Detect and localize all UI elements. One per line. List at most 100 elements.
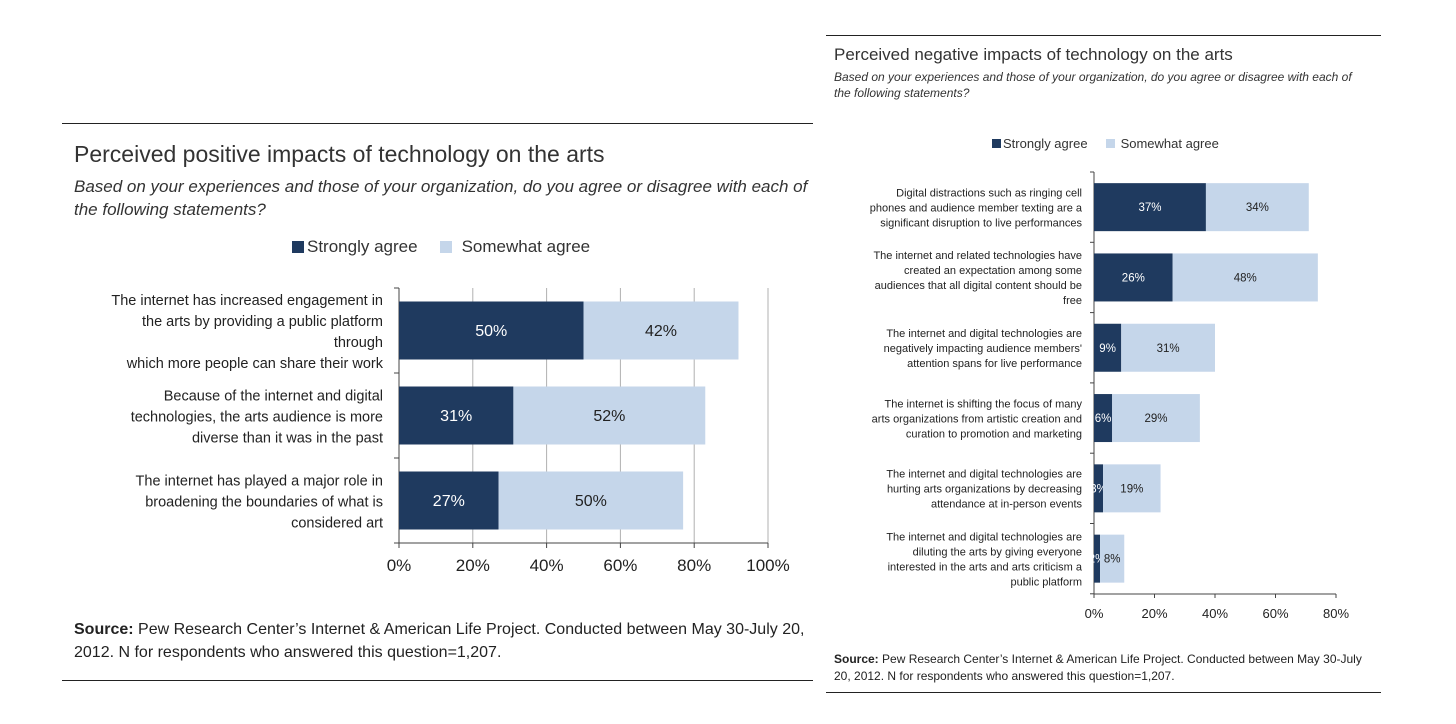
category-label-line: The internet and digital technologies ar… bbox=[886, 469, 1082, 481]
top-rule bbox=[62, 123, 813, 124]
chart-legend: Strongly agree Somewhat agree bbox=[992, 136, 1219, 151]
category-label: The internet has increased engagement in… bbox=[111, 293, 383, 372]
legend-swatch-strongly bbox=[292, 241, 304, 253]
bar-strongly-agree bbox=[1094, 183, 1206, 232]
category-label-line: hurting arts organizations by decreasing bbox=[887, 484, 1082, 496]
data-label-somewhat: 42% bbox=[645, 323, 677, 340]
source-label: Source: bbox=[74, 621, 134, 638]
category-label-line: broadening the boundaries of what is bbox=[145, 494, 383, 510]
chart-legend: Strongly agree Somewhat agree bbox=[292, 237, 590, 257]
category-label-line: diverse than it was in the past bbox=[192, 430, 383, 446]
category-label-line: Because of the internet and digital bbox=[164, 388, 383, 404]
x-tick-label: 20% bbox=[456, 556, 490, 575]
legend-swatch-somewhat bbox=[1105, 139, 1115, 148]
bar-somewhat-agree bbox=[1103, 464, 1161, 513]
category-label: The internet and digital technologies ar… bbox=[886, 469, 1082, 511]
category-label-line: diluting the arts by giving everyone bbox=[913, 546, 1082, 558]
category-label-line: through bbox=[334, 335, 383, 351]
bar-somewhat-agree bbox=[513, 386, 706, 445]
data-label-somewhat: 50% bbox=[575, 493, 607, 510]
legend-label-strongly: Strongly agree bbox=[307, 237, 418, 256]
data-label-somewhat: 19% bbox=[1120, 483, 1143, 495]
data-label-strongly: 37% bbox=[1138, 202, 1161, 214]
category-label-line: which more people can share their work bbox=[126, 356, 384, 372]
x-tick-label: 60% bbox=[1262, 606, 1288, 621]
source-text: Pew Research Center’s Internet & America… bbox=[74, 621, 805, 661]
category-label-line: attendance at in-person events bbox=[931, 499, 1083, 511]
source-note: Source: Pew Research Center’s Internet &… bbox=[834, 651, 1379, 685]
data-label-strongly: 3% bbox=[1090, 483, 1107, 495]
x-tick-label: 20% bbox=[1141, 606, 1167, 621]
category-label-line: phones and audience member texting are a bbox=[870, 202, 1083, 214]
x-tick-label: 80% bbox=[677, 556, 711, 575]
data-label-strongly: 6% bbox=[1095, 413, 1112, 425]
bottom-rule bbox=[62, 680, 813, 681]
source-note: Source: Pew Research Center’s Internet &… bbox=[74, 618, 819, 664]
bar-somewhat-agree bbox=[1121, 323, 1215, 372]
category-label-line: Digital distractions such as ringing cel… bbox=[896, 187, 1082, 199]
bar-somewhat-agree bbox=[1205, 183, 1309, 232]
legend-swatch-strongly bbox=[992, 139, 1001, 148]
data-label-somewhat: 29% bbox=[1144, 413, 1167, 425]
bottom-rule bbox=[826, 692, 1381, 693]
data-label-somewhat: 8% bbox=[1104, 554, 1121, 566]
category-label-line: The internet has increased engagement in bbox=[111, 293, 383, 309]
category-label: The internet and digital technologies ar… bbox=[886, 531, 1083, 588]
category-label: The internet and related technologies ha… bbox=[873, 250, 1082, 307]
positive-impacts-bar-chart: 0% 20% 40% 60% 80% 100% 50% 42% The internet has… bbox=[111, 287, 790, 575]
bar-strongly-agree bbox=[1094, 394, 1113, 443]
category-label: Because of the internet and digital techn… bbox=[131, 388, 383, 446]
category-label-line: attention spans for live performance bbox=[907, 358, 1082, 370]
category-label-line: the arts by providing a public platform bbox=[142, 314, 383, 330]
data-label-somewhat: 31% bbox=[1157, 343, 1180, 355]
data-label-strongly: 31% bbox=[440, 408, 472, 425]
category-label-line: audiences that all digital content shoul… bbox=[875, 280, 1082, 292]
x-tick-label: 80% bbox=[1323, 606, 1349, 621]
category-label-line: The internet and digital technologies ar… bbox=[886, 328, 1082, 340]
legend-label-strongly: Strongly agree bbox=[1003, 136, 1088, 151]
negative-impacts-chart-panel: Perceived negative impacts of technology… bbox=[820, 0, 1456, 724]
positive-impacts-chart-panel: Perceived positive impacts of technology… bbox=[62, 123, 819, 681]
x-tick-label: 40% bbox=[530, 556, 564, 575]
category-label-line: arts organizations from artistic creatio… bbox=[872, 413, 1082, 425]
x-tick-label: 100% bbox=[746, 556, 789, 575]
negative-impacts-bar-chart: 0% 20% 40% 60% 80% 37% 34% Digital distractions… bbox=[870, 171, 1349, 621]
chart-subtitle: Based on your experiences and those of y… bbox=[74, 177, 808, 219]
x-tick-label: 0% bbox=[1085, 606, 1104, 621]
category-label-line: free bbox=[1063, 295, 1082, 307]
bar-somewhat-agree bbox=[583, 301, 739, 360]
x-tick-label: 0% bbox=[387, 556, 412, 575]
data-label-strongly: 50% bbox=[475, 323, 507, 340]
category-label-line: public platform bbox=[1010, 576, 1082, 588]
data-label-somewhat: 34% bbox=[1246, 202, 1269, 214]
source-label: Source: bbox=[834, 652, 879, 666]
chart-subtitle: Based on your experiences and those of y… bbox=[834, 70, 1352, 100]
category-label-line: curation to promotion and marketing bbox=[906, 428, 1082, 440]
bar-strongly-agree bbox=[399, 471, 499, 530]
category-label-line: The internet and related technologies ha… bbox=[873, 250, 1082, 262]
data-label-somewhat: 48% bbox=[1234, 272, 1257, 284]
bar-somewhat-agree bbox=[1100, 534, 1125, 583]
bar-strongly-agree bbox=[1094, 534, 1101, 583]
legend-label-somewhat: Somewhat agree bbox=[461, 237, 591, 256]
category-label-line: negatively impacting audience members' bbox=[884, 343, 1082, 355]
bar-somewhat-agree bbox=[1112, 394, 1200, 443]
category-label-line: technologies, the arts audience is more bbox=[131, 409, 383, 425]
data-label-strongly: 9% bbox=[1099, 343, 1116, 355]
legend-swatch-somewhat bbox=[439, 241, 452, 253]
category-label: Digital distractions such as ringing cel… bbox=[870, 187, 1083, 229]
category-label-line: The internet is shifting the focus of ma… bbox=[885, 398, 1083, 410]
x-tick-label: 40% bbox=[1202, 606, 1228, 621]
data-label-strongly: 27% bbox=[433, 493, 465, 510]
bar-strongly-agree bbox=[1094, 323, 1122, 372]
legend-label-somewhat: Somewhat agree bbox=[1120, 136, 1219, 151]
category-label: The internet is shifting the focus of ma… bbox=[872, 398, 1083, 440]
data-label-somewhat: 52% bbox=[593, 408, 625, 425]
category-label-line: interested in the arts and arts criticis… bbox=[888, 561, 1083, 573]
chart-title: Perceived negative impacts of technology… bbox=[834, 45, 1233, 64]
category-label: The internet has played a major role in b… bbox=[136, 473, 383, 531]
category-label-line: considered art bbox=[291, 515, 383, 531]
bar-strongly-agree bbox=[399, 386, 514, 445]
data-label-strongly: 26% bbox=[1122, 272, 1145, 284]
x-tick-label: 60% bbox=[603, 556, 637, 575]
